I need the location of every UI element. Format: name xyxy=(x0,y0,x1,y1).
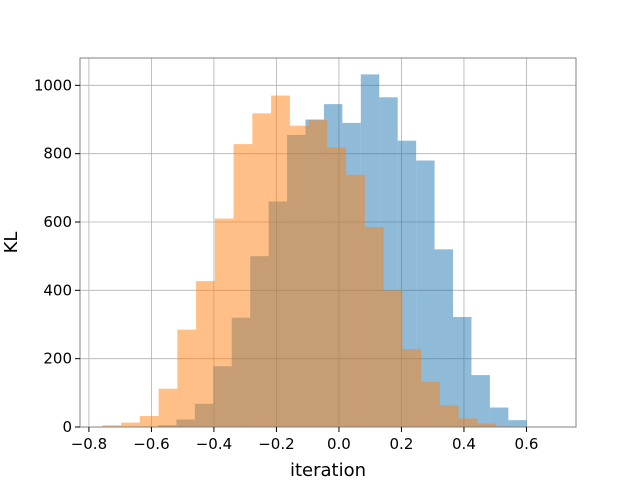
x-tick-label: 0.0 xyxy=(327,435,351,453)
x-tick-label: 0.4 xyxy=(452,435,476,453)
x-tick-label: 0.6 xyxy=(515,435,539,453)
y-tick-label: 800 xyxy=(43,145,72,163)
histogram-bar-series-2 xyxy=(121,422,140,427)
x-tick-label: −0.6 xyxy=(133,435,169,453)
histogram-bar-series-2 xyxy=(327,147,347,427)
y-tick-label: 400 xyxy=(43,281,72,299)
histogram-bar-series-2 xyxy=(421,381,440,427)
histogram-bar-series-2 xyxy=(383,290,403,427)
histogram-bar-series-2 xyxy=(458,418,478,427)
histogram-bar-series-2 xyxy=(252,113,272,427)
y-tick-label: 1000 xyxy=(34,76,72,94)
histogram-bar-series-2 xyxy=(402,349,422,427)
histogram-bar-series-1 xyxy=(489,407,509,427)
x-axis-label: iteration xyxy=(290,460,366,480)
histogram-bar-series-1 xyxy=(508,420,527,427)
bars xyxy=(102,74,527,428)
histogram-bar-series-2 xyxy=(214,218,234,427)
histogram-bar-series-2 xyxy=(308,120,328,427)
histogram-bar-series-2 xyxy=(364,227,384,427)
histogram-bar-series-2 xyxy=(233,144,253,427)
y-tick-label: 600 xyxy=(43,213,72,231)
histogram-bar-series-2 xyxy=(439,405,459,427)
histogram-bar-series-2 xyxy=(102,425,122,427)
histogram-bar-series-1 xyxy=(453,316,472,427)
plot-frame xyxy=(79,57,577,428)
histogram-bar-series-2 xyxy=(158,388,178,427)
histogram-bar-series-2 xyxy=(346,174,365,427)
histogram-bar-series-1 xyxy=(471,375,490,427)
x-tick-label: 0.2 xyxy=(390,435,414,453)
histogram-bar-series-2 xyxy=(139,416,159,427)
histogram-bar-series-2 xyxy=(177,329,197,427)
histogram-bar-series-2 xyxy=(477,423,497,427)
histogram-bar-series-2 xyxy=(289,125,309,428)
x-tick-label: −0.8 xyxy=(71,435,107,453)
histogram-bar-series-2 xyxy=(196,281,215,427)
histogram-bar-series-2 xyxy=(271,95,290,427)
axis-ticks: −0.8 −0.6 −0.4 −0.2 0.0 0.2 0.4 0.6 0 200 400 600 80… xyxy=(34,76,539,453)
x-tick-label: −0.2 xyxy=(258,435,294,453)
x-tick-label: −0.4 xyxy=(196,435,232,453)
y-tick-label: 0 xyxy=(62,418,72,436)
y-axis-label: KL xyxy=(1,232,22,254)
y-tick-label: 200 xyxy=(43,350,72,368)
